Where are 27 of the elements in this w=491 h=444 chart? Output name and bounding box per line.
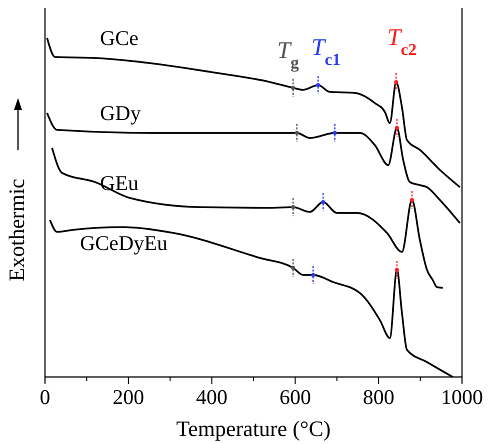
point xyxy=(291,266,296,270)
annotation: T$_{c2}$ xyxy=(387,25,417,58)
x-tick-label: 1000 xyxy=(441,384,483,409)
x-tick-label: 400 xyxy=(196,384,228,409)
point xyxy=(316,83,320,88)
x-tick-label: 800 xyxy=(362,384,394,409)
x-tick-label: 600 xyxy=(279,384,311,409)
point xyxy=(332,130,337,135)
series-label: GCeDyEu xyxy=(80,231,168,255)
point xyxy=(394,126,399,130)
point xyxy=(294,130,299,135)
point xyxy=(291,205,296,210)
series-label: GCe xyxy=(100,26,138,50)
point xyxy=(394,268,399,272)
series-label: GEu xyxy=(100,171,139,195)
point xyxy=(291,86,296,90)
annotation: T$_{g}$ xyxy=(277,38,300,72)
x-tick-label: 200 xyxy=(112,384,144,409)
point xyxy=(394,80,398,84)
annotation: T$_{c1}$ xyxy=(311,35,341,68)
x-axis-title: Temperature (°C) xyxy=(176,416,331,441)
point xyxy=(311,272,316,277)
point xyxy=(410,198,414,202)
y-axis-title: Exothermic xyxy=(4,178,29,282)
point xyxy=(321,200,326,204)
series-label: GDy xyxy=(100,101,142,125)
x-tick-label: 0 xyxy=(40,384,50,409)
